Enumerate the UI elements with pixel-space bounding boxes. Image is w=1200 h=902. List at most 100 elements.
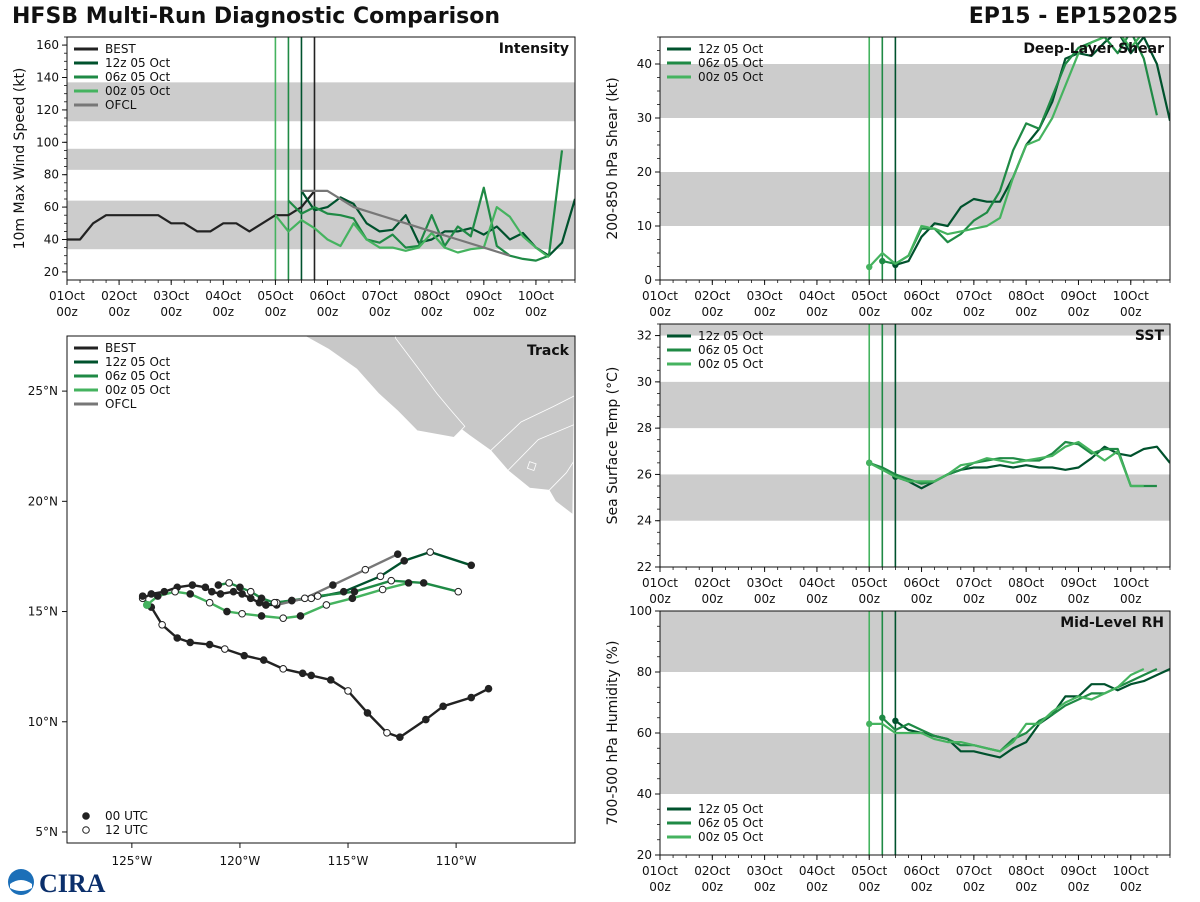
x-tick-label: 01Oct: [642, 864, 678, 878]
track-point-12utc: [376, 572, 385, 581]
x-tick-label: 120°W: [220, 854, 261, 868]
state-border: [507, 423, 575, 471]
track-point-00utc: [214, 581, 223, 589]
legend-label-run06: 06z 05 Oct: [698, 343, 764, 357]
track-point-00utc: [229, 587, 238, 596]
y-tick-label: 160: [36, 38, 59, 52]
track-point-00utc: [240, 651, 249, 660]
x-tick-sublabel: 00z: [1120, 592, 1142, 606]
track-point-00utc: [422, 715, 430, 724]
panel-sst: 22 24 26 28 30 32 01Oct 00z 02Oct 00z 03Oct 00z 04Oc…: [605, 323, 1171, 606]
track-point-00utc: [160, 587, 169, 596]
noaa-bird-icon: [10, 880, 32, 891]
track-point-00utc: [257, 594, 266, 603]
y-tick-label: 100: [629, 604, 652, 618]
x-tick-sublabel: 00z: [1120, 880, 1142, 894]
track-point-00utc: [288, 596, 296, 605]
x-tick-sublabel: 00z: [702, 305, 724, 319]
x-tick-sublabel: 00z: [1015, 305, 1037, 319]
series-start-marker-run12: [892, 717, 899, 724]
track-point-00utc: [339, 587, 348, 596]
y-tick-label: 24: [637, 514, 652, 528]
x-tick-label: 04Oct: [799, 864, 835, 878]
x-tick-sublabel: 00z: [702, 880, 724, 894]
x-tick-sublabel: 00z: [806, 305, 828, 319]
track-point-00utc: [153, 592, 162, 600]
legend-label-run00: 00z 05 Oct: [105, 84, 171, 98]
legend-label-run00: 00z 05 Oct: [105, 383, 171, 397]
series-start-marker-run00: [866, 263, 873, 271]
x-tick-sublabel: 00z: [265, 305, 287, 319]
x-tick-label: 10Oct: [1113, 576, 1149, 590]
y-tick-label: 140: [36, 71, 59, 85]
legend-marker-12utc: [82, 826, 90, 834]
x-tick-sublabel: 00z: [806, 592, 828, 606]
track-point-00utc: [484, 684, 493, 693]
x-tick-label: 08Oct: [414, 289, 450, 303]
panel-rh: 20 40 60 80 100 01Oct 00z 02Oct 00z 03Oct 00z 04Oct…: [605, 604, 1171, 894]
series-line-best: [67, 190, 316, 241]
track-point-00utc: [238, 590, 246, 598]
track-point-00utc: [138, 592, 147, 600]
x-tick-sublabel: 00z: [160, 305, 182, 319]
x-tick-sublabel: 00z: [1120, 305, 1142, 319]
series-start-marker-run00: [866, 720, 873, 728]
x-tick-sublabel: 00z: [963, 592, 985, 606]
threshold-band: [660, 381, 1170, 429]
x-tick-label: 02Oct: [694, 576, 730, 590]
track-point-00utc: [296, 612, 305, 620]
track-point-12utc: [279, 614, 287, 622]
track-point-00utc: [201, 583, 210, 592]
series-line-run06: [287, 150, 564, 262]
x-tick-label: 05Oct: [851, 864, 887, 878]
plot-area-intensity: [67, 37, 575, 280]
series-line-ofcl: [301, 189, 511, 257]
y-tick-label: 40: [637, 787, 652, 801]
x-tick-label: 04Oct: [799, 289, 835, 303]
track-point-00utc: [348, 594, 357, 603]
x-tick-sublabel: 00z: [473, 305, 495, 319]
x-tick-label: 07Oct: [956, 576, 992, 590]
track-point-12utc: [387, 576, 396, 585]
y-tick-label: 60: [44, 200, 59, 214]
track-point-12utc: [205, 598, 214, 607]
y-tick-label: 20: [637, 165, 652, 179]
panel-shear: 0 10 20 30 40 01Oct 00z 02Oct 00z 03Oct 00z 04Oct 00…: [605, 36, 1171, 319]
x-tick-sublabel: 00z: [213, 305, 235, 319]
x-tick-label: 115°W: [328, 854, 369, 868]
x-tick-label: 07Oct: [362, 289, 398, 303]
x-tick-label: 03Oct: [747, 289, 783, 303]
legend-label-run06: 06z 05 Oct: [105, 369, 171, 383]
x-tick-sublabel: 00z: [421, 305, 443, 319]
track-point-12utc: [238, 609, 246, 618]
track-point-12utc: [313, 592, 322, 600]
y-tick-label: 26: [637, 467, 652, 481]
y-tick-label: 25°N: [28, 384, 58, 398]
threshold-band: [67, 82, 575, 122]
y-tick-label: 5°N: [35, 825, 58, 839]
track-point-12utc: [158, 620, 166, 629]
x-tick-label: 01Oct: [642, 576, 678, 590]
x-tick-sublabel: 00z: [649, 880, 671, 894]
series-start-marker-run00: [866, 459, 873, 467]
x-tick-label: 04Oct: [799, 576, 835, 590]
x-tick-label: 08Oct: [1008, 289, 1044, 303]
y-tick-label: 100: [36, 135, 59, 149]
y-tick-label: 0: [644, 273, 652, 287]
map-area: [138, 336, 575, 741]
track-point-00utc: [205, 640, 214, 649]
x-tick-label: 05Oct: [851, 576, 887, 590]
x-tick-sublabel: 00z: [702, 592, 724, 606]
axes-frame: [659, 323, 1171, 568]
track-point-00utc: [393, 550, 402, 559]
x-tick-sublabel: 00z: [369, 305, 391, 319]
x-tick-sublabel: 00z: [649, 305, 671, 319]
y-tick-label: 20°N: [28, 494, 58, 508]
track-point-00utc: [439, 702, 447, 711]
series-line-run00: [868, 440, 1144, 488]
legend-label-best: BEST: [105, 341, 136, 355]
x-tick-sublabel: 00z: [911, 305, 933, 319]
legend-label-ofcl: OFCL: [105, 397, 137, 411]
